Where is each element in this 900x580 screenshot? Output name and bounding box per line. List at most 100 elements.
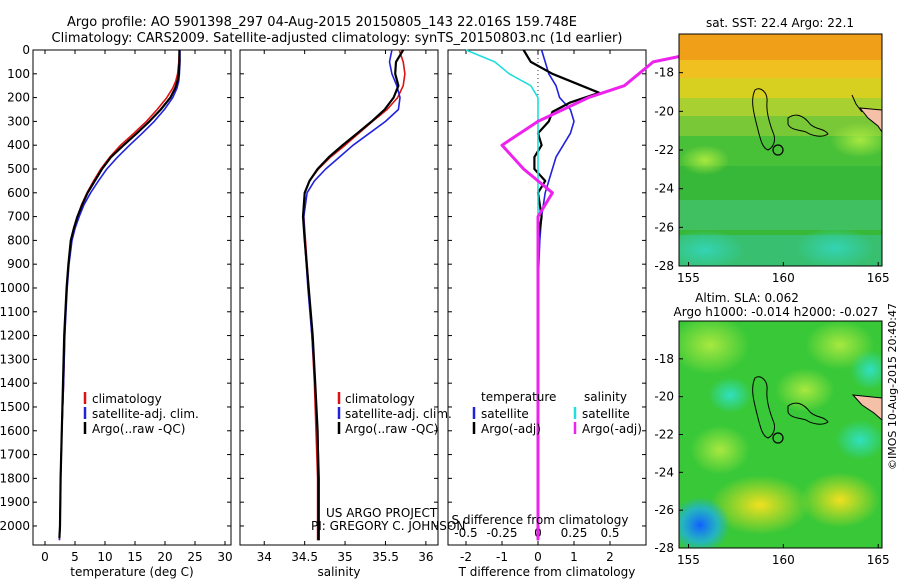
x-tick-label: 35	[337, 550, 352, 564]
s-tick-label: 0.5	[600, 526, 619, 540]
map-lat-tick-label: -26	[654, 220, 674, 234]
legend-label-s-argo: Argo(-adj)	[582, 422, 642, 436]
salinity-xlabel: salinity	[317, 565, 360, 579]
temperature-series	[58, 49, 181, 541]
temperature-plot-frame	[32, 49, 232, 546]
legend-label-satellite: satellite-adj. clim.	[345, 407, 452, 421]
project-line-2: PI: GREGORY C. JOHNSON	[311, 519, 465, 533]
temperature-legend: climatology satellite-adj. clim. Argo(..…	[83, 392, 199, 436]
s-tick-label: 0.25	[561, 526, 588, 540]
x-tick-label: 0	[534, 550, 542, 564]
map-lat-tick-label: -20	[654, 104, 674, 118]
bathymetry-contour-2	[787, 114, 829, 137]
legend-label-t-satellite: satellite	[481, 407, 529, 421]
series-line-temperature-satellite	[537, 49, 575, 541]
map-lon-tick-label: 155	[677, 271, 700, 285]
depth-tick-label: 0	[22, 43, 30, 57]
coastline	[851, 394, 882, 421]
series-line-salinity-satellite	[465, 49, 539, 541]
float-location-marker	[772, 144, 784, 156]
map-lat-tick-label: -18	[654, 352, 674, 366]
difference-plot-frame	[447, 49, 647, 546]
depth-tick-label: 1800	[0, 471, 30, 485]
sla-map-title-2: Argo h1000: -0.014 h2000: -0.027	[674, 305, 879, 319]
depth-tick-label: 1700	[0, 448, 30, 462]
difference-x-axis: -2 -1 0 1 2-0.5 -0.25 0 0.25 0.5	[454, 50, 620, 564]
legend-label-climatology: climatology	[345, 392, 415, 406]
sla-map-panel: Altim. SLA: 0.062 Argo h1000: -0.014 h20…	[654, 291, 890, 567]
temperature-panel: 0100200300400500600700800900100011001200…	[0, 43, 233, 579]
copyright-timestamp: ©IMOS 10-Aug-2015 20:40:47	[886, 303, 899, 470]
legend-label-climatology: climatology	[92, 392, 162, 406]
map-lon-tick-label: 165	[867, 553, 890, 567]
temperature-x-axis: 0 5 10 15 20 25 30	[41, 50, 233, 564]
header-line-1: Argo profile: AO 5901398_297 04-Aug-2015…	[67, 15, 577, 30]
legend-label-argo: Argo(..raw -QC)	[345, 422, 438, 436]
x-tick-label: 10	[97, 550, 112, 564]
legend-label-argo: Argo(..raw -QC)	[92, 422, 185, 436]
map-lon-tick-label: 160	[772, 553, 795, 567]
bathymetry-contour-3	[851, 94, 863, 113]
x-tick-label: 35.5	[372, 550, 399, 564]
x-tick-label: 15	[127, 550, 142, 564]
map-lat-tick-label: -24	[654, 465, 674, 479]
depth-tick-label: 600	[7, 186, 30, 200]
bathymetry-contour-2	[787, 402, 829, 425]
map-lat-tick-label: -24	[654, 182, 674, 196]
map-lat-tick-label: -20	[654, 390, 674, 404]
s-tick-label: -0.5	[454, 526, 477, 540]
x-tick-label: 34	[257, 550, 272, 564]
depth-tick-label: 300	[7, 114, 30, 128]
bathymetry-contour	[752, 88, 775, 151]
float-location-marker	[772, 432, 784, 444]
map-lat-tick-label: -22	[654, 428, 674, 442]
x-tick-label: 20	[157, 550, 172, 564]
legend-label-s-satellite: satellite	[582, 407, 630, 421]
temperature-xlabel: temperature (deg C)	[70, 565, 193, 579]
x-tick-label: 1	[570, 550, 578, 564]
map-lon-tick-label: 165	[867, 271, 890, 285]
difference-xlabel-bottom: T difference from climatology	[458, 565, 636, 579]
x-tick-label: 25	[187, 550, 202, 564]
salinity-x-axis: 34 34.5 35 35.5 36	[257, 50, 434, 564]
legend-label-satellite: satellite-adj. clim.	[92, 407, 199, 421]
sst-field	[679, 34, 882, 266]
difference-panel: -2 -1 0 1 2-0.5 -0.25 0 0.25 0.5 T difference fr…	[447, 48, 712, 579]
sla-map-title-1: Altim. SLA: 0.062	[695, 291, 799, 305]
depth-tick-label: 100	[7, 67, 30, 81]
salinity-depth-ticks	[240, 49, 438, 527]
depth-tick-label: 1400	[0, 376, 30, 390]
salinity-legend: climatology satellite-adj. clim. Argo(..…	[337, 392, 452, 436]
legend-header-temperature: temperature	[481, 390, 556, 404]
salinity-plot-frame	[239, 49, 439, 546]
sst-map-title: sat. SST: 22.4 Argo: 22.1	[706, 16, 854, 30]
x-tick-label: 0	[41, 550, 49, 564]
x-tick-label: 34.5	[291, 550, 318, 564]
depth-tick-label: 800	[7, 233, 30, 247]
series-line-argorawqc	[301, 49, 405, 541]
depth-tick-label: 1200	[0, 329, 30, 343]
x-tick-label: 36	[418, 550, 433, 564]
x-tick-label: -1	[496, 550, 508, 564]
bathymetry-contour	[752, 376, 775, 439]
depth-tick-label: 400	[7, 138, 30, 152]
legend-header-salinity: salinity	[584, 390, 627, 404]
depth-tick-label: 1900	[0, 495, 30, 509]
depth-tick-label: 900	[7, 257, 30, 271]
depth-tick-label: 1100	[0, 305, 30, 319]
series-line-satelliteadjclim	[58, 50, 181, 541]
project-line-1: US ARGO PROJECT	[326, 506, 438, 520]
sla-field	[679, 321, 882, 548]
x-tick-label: -2	[460, 550, 472, 564]
depth-tick-label: 1600	[0, 424, 30, 438]
map-lat-tick-label: -28	[654, 541, 674, 555]
series-line-argorawqc	[58, 50, 181, 538]
map-lat-tick-label: -18	[654, 66, 674, 80]
depth-tick-label: 200	[7, 91, 30, 105]
map-lat-tick-label: -28	[654, 259, 674, 273]
depth-tick-label: 2000	[0, 519, 30, 533]
difference-series	[465, 48, 712, 545]
salinity-panel: 34 34.5 35 35.5 36 salinity climatology sate…	[239, 49, 465, 579]
